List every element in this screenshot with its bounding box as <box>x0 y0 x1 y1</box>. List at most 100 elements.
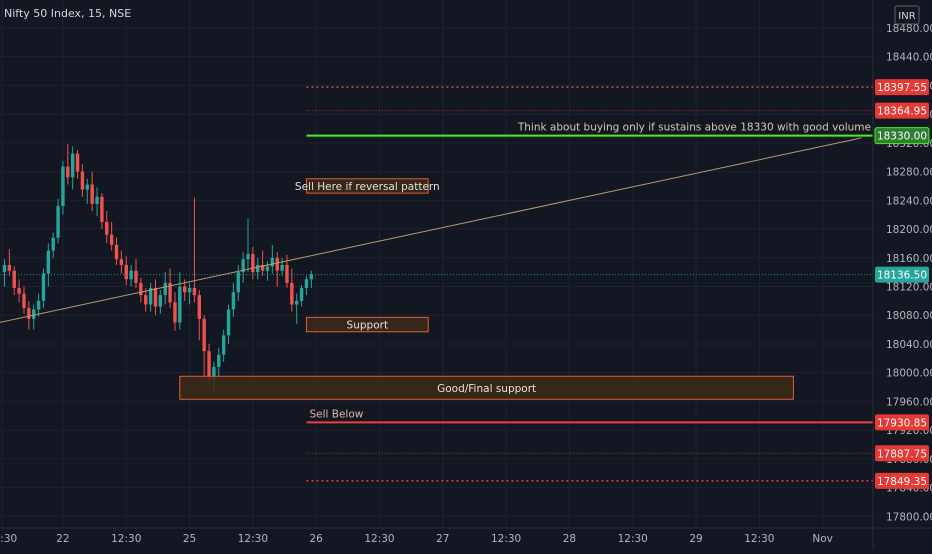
candle-body <box>192 287 197 296</box>
drawings: Sell Here if reversal pattern Support Good… <box>0 86 873 482</box>
candle-body <box>119 259 124 265</box>
time-tick-label: 25 <box>183 533 196 545</box>
candle-body <box>75 153 80 172</box>
level-price-tag <box>875 79 929 96</box>
candle-body <box>173 302 177 323</box>
candle-body <box>114 244 119 260</box>
candle-body <box>51 237 55 251</box>
time-tick-label: 12:30 <box>0 533 17 545</box>
candle-body <box>182 286 187 293</box>
candle-body <box>109 234 114 245</box>
time-tick-label: 12:30 <box>238 533 268 545</box>
candle-body <box>187 287 192 293</box>
candle-body <box>163 282 167 296</box>
candle-body <box>56 206 60 238</box>
time-tick-label: 26 <box>309 533 323 545</box>
candle-body <box>66 166 70 178</box>
candle-body <box>36 300 41 310</box>
time-tick-label: 29 <box>689 533 702 545</box>
time-tick-label: Nov <box>812 533 833 545</box>
final-support-box-label: Good/Final support <box>437 383 536 395</box>
level-price-text: 18364.95 <box>877 106 927 118</box>
level-price-tag <box>875 414 929 431</box>
candle-body <box>124 264 128 280</box>
price-tick-label: 18200.00 <box>886 224 932 236</box>
time-tick-label: 22 <box>56 533 69 545</box>
candle-body <box>295 300 299 305</box>
candle-body <box>90 184 94 204</box>
level-price-tag <box>875 445 929 462</box>
candle-body <box>241 259 245 273</box>
price-tick-label: 18000.00 <box>886 368 932 380</box>
candle-body <box>285 264 289 283</box>
last-price-tag <box>875 266 929 283</box>
time-tick-label: 28 <box>563 533 576 545</box>
candle-body <box>158 295 163 307</box>
price-tick-label: 18480.00 <box>886 23 932 35</box>
candle-body <box>265 266 270 271</box>
candle-body <box>197 295 201 319</box>
time-tick-label: 12:30 <box>111 533 141 545</box>
price-tick-label: 18080.00 <box>886 310 932 322</box>
candle-body <box>226 309 231 336</box>
candle-body <box>22 293 26 309</box>
candle-body <box>212 366 216 380</box>
candle-body <box>12 270 16 288</box>
candle-body <box>309 274 314 280</box>
candle-body <box>95 196 99 204</box>
price-tick-label: 18440.00 <box>886 52 932 64</box>
time-tick-label: 12:30 <box>364 533 394 545</box>
candle-body <box>202 318 206 352</box>
level-price-text: 17849.35 <box>877 476 927 488</box>
candle-body <box>139 282 143 296</box>
price-tick-label: 18120.00 <box>886 282 932 294</box>
candle-body <box>144 295 148 305</box>
candle-body <box>260 264 265 271</box>
time-tick-label: 27 <box>436 533 449 545</box>
candle-body <box>85 184 89 190</box>
candle-body <box>217 354 221 367</box>
price-labels: 18397.55 18364.95 18330.00 17930.85 17887.75… <box>874 79 930 489</box>
candle-body <box>280 264 284 271</box>
candle-body <box>2 264 7 273</box>
candle-body <box>304 279 309 288</box>
candle-body <box>100 196 104 222</box>
time-tick-label: 12:30 <box>744 533 774 545</box>
time-axis[interactable]: 12:30 22 12:30 25 12:30 26 12:30 27 12:30 28 12:30… <box>0 533 833 545</box>
trendline <box>0 137 862 323</box>
support-box-label: Support <box>347 320 389 332</box>
support-box <box>305 316 429 333</box>
candle-body <box>17 287 21 294</box>
candle-body <box>129 270 133 280</box>
currency-badge[interactable]: INR <box>894 5 920 25</box>
level-price-tag <box>875 102 929 119</box>
candle-body <box>231 292 236 310</box>
candle-body <box>105 221 109 235</box>
candle-body <box>275 257 279 271</box>
candles <box>2 144 314 393</box>
price-tick-label: 18280.00 <box>886 167 932 179</box>
sell-here-box <box>305 178 429 194</box>
candle-body <box>7 264 12 271</box>
candle-body <box>251 254 255 273</box>
candle-body <box>61 166 65 207</box>
time-tick-label: 12:30 <box>491 533 521 545</box>
price-tick-label: 18240.00 <box>886 195 932 207</box>
level-price-tag <box>875 472 929 489</box>
candle-body <box>46 250 51 274</box>
candle-body <box>290 282 294 305</box>
price-tick-label: 17960.00 <box>886 396 932 408</box>
candle-body <box>80 171 85 190</box>
level-price-tag <box>874 127 930 145</box>
candle-body <box>153 287 158 307</box>
last-price-text: 18136.50 <box>877 270 927 282</box>
level-price-text: 18330.00 <box>877 131 927 143</box>
candle-body <box>148 287 153 305</box>
level-price-text: 17887.75 <box>877 448 927 460</box>
candle-body <box>256 264 260 273</box>
candle-body <box>41 273 46 301</box>
price-tick-label: 18160.00 <box>886 253 932 265</box>
candle-body <box>270 257 275 267</box>
